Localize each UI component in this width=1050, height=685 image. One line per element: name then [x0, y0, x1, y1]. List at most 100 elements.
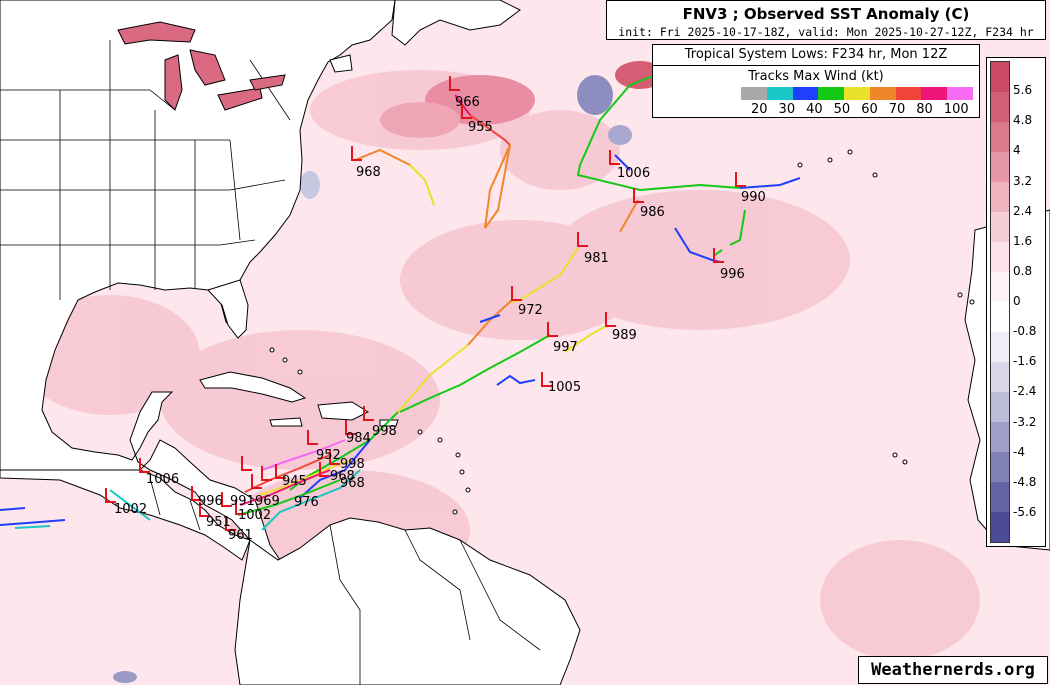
- track-1005: [496, 374, 536, 386]
- colorbar-tick-label: 5.6: [1013, 83, 1033, 98]
- track-caribbean-8: [237, 479, 341, 516]
- track-legend: Tropical System Lows: F234 hr, Mon 12Z T…: [652, 44, 980, 118]
- colorbar-tick-label: 1.6: [1013, 233, 1033, 248]
- wind-label: 100: [943, 102, 969, 117]
- track-968-b: [409, 164, 435, 206]
- low-label: 951: [206, 515, 231, 530]
- track-996-c2: [714, 249, 723, 256]
- map-subtitle: init: Fri 2025-10-17-18Z, valid: Mon 202…: [618, 25, 1034, 39]
- track-caribbean-5: [244, 454, 331, 493]
- hot-anomaly-patches: [380, 61, 665, 138]
- colorbar-cell: [991, 362, 1009, 392]
- colorbar-cell: [991, 212, 1009, 242]
- colorbar-cell: [991, 92, 1009, 122]
- track-972-c: [479, 314, 501, 323]
- low-label: 952: [316, 448, 341, 463]
- colorbar-tick-label: -5.6: [1013, 504, 1037, 519]
- track-996-ne: [576, 69, 741, 192]
- low-label: 997: [553, 340, 578, 355]
- colorbar-cell: [991, 422, 1009, 452]
- colorbar-tick-label: -2.4: [1013, 384, 1037, 399]
- low-label: 990: [741, 190, 766, 205]
- track-caribbean-3: [261, 469, 361, 531]
- colorbar-cell: [991, 242, 1009, 272]
- colorbar-tick-label: -1.6: [1013, 354, 1037, 369]
- colorbar-cell: [991, 332, 1009, 362]
- track-968: [354, 148, 411, 166]
- pressure-labels: 996 966 955 968 1006 990 986 981 996 972…: [114, 79, 766, 543]
- low-label: 972: [518, 303, 543, 318]
- state-borders: [0, 40, 291, 300]
- colorbar-cell: [991, 512, 1009, 542]
- low-label: 969: [255, 494, 280, 509]
- low-label: 1006: [146, 472, 179, 487]
- sst-colorbar: 5.6 4.8 4 3.2 2.4 1.6 0.8 0 -0.8 -1.6 -2.4 -3.2 -4 -4…: [986, 57, 1046, 547]
- colorbar-cell: [991, 62, 1009, 92]
- low-label: 998: [372, 424, 397, 439]
- colorbar-tick-label: 4: [1013, 143, 1021, 158]
- wind-swatch: [792, 87, 819, 100]
- wind-label: 50: [833, 102, 851, 117]
- low-label: 1002: [114, 502, 147, 517]
- wind-label: 40: [806, 102, 823, 117]
- track-gulf: [109, 489, 151, 521]
- track-1006: [614, 154, 631, 171]
- wind-swatch: [947, 87, 974, 100]
- colorbar-tick-label: -0.8: [1013, 324, 1037, 339]
- track-pacific-1: [0, 507, 26, 511]
- country-borders: [149, 477, 541, 685]
- colorbar-tick-label: 0.8: [1013, 263, 1033, 278]
- low-label: 945: [282, 474, 307, 489]
- wind-swatch: [766, 87, 793, 100]
- track-north-1: [484, 144, 511, 229]
- colorbar-cell: [991, 302, 1009, 332]
- wind-swatch: [818, 87, 845, 100]
- wind-swatches: [741, 87, 974, 100]
- legend-subheading: Tracks Max Wind (kt): [748, 69, 884, 84]
- track-caribbean-6: [259, 459, 351, 496]
- track-caribbean-2: [299, 439, 371, 499]
- track-986: [619, 199, 639, 233]
- low-label: 976: [294, 495, 319, 510]
- colorbar-cell: [991, 182, 1009, 212]
- colorbar-cell: [991, 452, 1009, 482]
- colorbar-tick-label: -4: [1013, 444, 1025, 459]
- legend-heading: Tropical System Lows: F234 hr, Mon 12Z: [653, 47, 979, 66]
- wind-label: 30: [778, 102, 796, 117]
- wind-swatch: [741, 87, 767, 100]
- colorbar-cell: [991, 152, 1009, 182]
- florida: [207, 279, 249, 339]
- colorbar-tick-label: 0: [1013, 294, 1021, 308]
- wind-swatch: [869, 87, 896, 100]
- colorbar-cell: [991, 392, 1009, 422]
- colorbar-tick-label: 4.8: [1013, 113, 1033, 128]
- low-label: 961: [228, 528, 253, 543]
- atlantic-islands: [797, 149, 975, 465]
- wind-label: 70: [888, 102, 906, 117]
- low-label: 996: [720, 267, 745, 282]
- low-label: 968: [340, 476, 365, 491]
- low-label: 996: [198, 494, 223, 509]
- colorbar-cell: [991, 122, 1009, 152]
- low-label: 991: [230, 494, 255, 509]
- low-label: 989: [612, 328, 637, 343]
- track-caribbean-7: [239, 469, 331, 506]
- track-990: [739, 177, 801, 189]
- track-pacific-3: [14, 525, 51, 529]
- track-997: [399, 334, 551, 413]
- track-990-b: [729, 209, 746, 246]
- wind-swatch: [844, 87, 870, 100]
- colorbar-strip: [990, 61, 1010, 543]
- low-label: 1006: [617, 166, 650, 181]
- wind-label: 60: [861, 102, 878, 117]
- colorbar-tick-label: 3.2: [1013, 173, 1033, 188]
- low-label: 1002: [238, 508, 271, 523]
- caribbean-islands: [199, 347, 471, 515]
- wind-swatch: [895, 87, 922, 100]
- track-989: [564, 324, 609, 353]
- track-972-b: [397, 344, 469, 413]
- credit-watermark: Weathernerds.org: [858, 656, 1048, 684]
- colorbar-cell: [991, 482, 1009, 512]
- maritime-islands: [329, 0, 521, 73]
- low-label: 966: [455, 95, 480, 110]
